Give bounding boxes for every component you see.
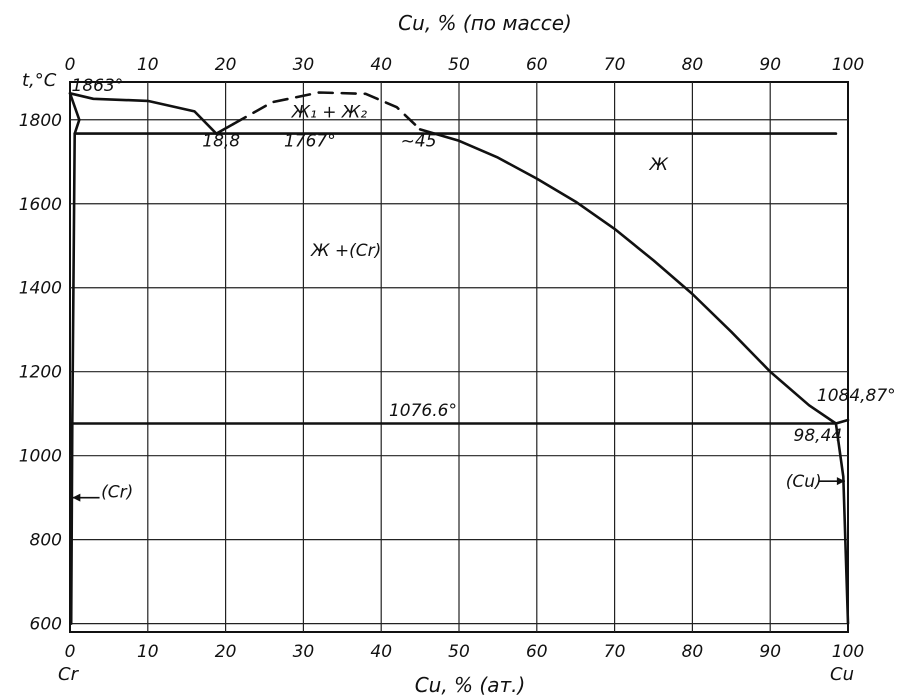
left-end-label: Cr: [58, 664, 80, 685]
annotation-label: 18,8: [202, 132, 240, 152]
top-tick-label: 0: [65, 55, 76, 75]
y-tick-label: 1600: [19, 195, 62, 215]
phase-boundary-4: [418, 128, 838, 425]
bottom-tick-label: 40: [370, 642, 392, 662]
y-axis-label: t,°C: [22, 70, 57, 91]
top-tick-label: 10: [137, 55, 159, 75]
top-axis-label: Cu, % (по массе): [398, 11, 572, 35]
bottom-tick-label: 10: [137, 642, 159, 662]
curve-layer: [68, 91, 850, 625]
top-tick-label: 100: [832, 55, 864, 75]
top-tick-label: 70: [604, 55, 626, 75]
y-tick-label: 600: [30, 615, 62, 635]
top-tick-label: 80: [682, 55, 704, 75]
bottom-axis-label: Cu, % (ат.): [415, 673, 526, 697]
phase-boundary-5: [834, 418, 850, 425]
y-tick-label: 1800: [19, 111, 62, 131]
phase-boundary-2: [215, 122, 235, 135]
annotation-label: 1084,87°: [817, 386, 896, 406]
annotation-label: Ж: [649, 155, 669, 175]
top-tick-label: 30: [293, 55, 315, 75]
y-tick-label: 1000: [19, 447, 62, 467]
annotation-label: (Cr): [101, 483, 133, 503]
annotation-label: Ж₁ + Ж₂: [291, 103, 367, 123]
annotation-label: 1863°: [72, 76, 124, 96]
bottom-tick-label: 70: [604, 642, 626, 662]
bottom-tick-label: 90: [759, 642, 781, 662]
bottom-tick-label: 80: [682, 642, 704, 662]
phase-boundary-8: [68, 92, 81, 625]
annotation-label: 1076.6°: [389, 401, 457, 421]
y-tick-label: 1400: [19, 279, 62, 299]
bottom-tick-label: 20: [215, 642, 237, 662]
y-tick-label: 800: [30, 531, 62, 551]
bottom-tick-label: 50: [448, 642, 470, 662]
cr-arrowhead-icon: [72, 493, 81, 502]
y-tick-label: 1200: [19, 363, 62, 383]
annotation-label: (Cu): [786, 472, 822, 492]
top-tick-label: 60: [526, 55, 548, 75]
bottom-tick-label: 0: [65, 642, 76, 662]
grid-layer: 0 10 20 30 40 50 60 70 80 90 1000 10 20 30 40 50 60 70 80 9…: [19, 55, 864, 662]
bottom-tick-label: 100: [832, 642, 864, 662]
label-layer: 1863° Ж₁ + Ж₂ 18,8 1767° ~45 Ж Ж +(Cr) 1076.6° 1…: [72, 76, 896, 502]
bottom-tick-label: 60: [526, 642, 548, 662]
bottom-tick-label: 30: [293, 642, 315, 662]
annotation-label: Ж +(Cr): [310, 241, 381, 261]
right-end-label: Cu: [830, 664, 854, 685]
top-tick-label: 50: [448, 55, 470, 75]
phase-boundary-9: [834, 422, 850, 625]
phase-boundary-1: [68, 92, 218, 135]
top-tick-label: 20: [215, 55, 237, 75]
annotation-label: 1767°: [284, 132, 336, 152]
top-tick-label: 90: [759, 55, 781, 75]
annotation-label: 98,44: [794, 426, 843, 446]
top-tick-label: 40: [370, 55, 392, 75]
annotation-label: ~45: [401, 132, 437, 152]
phase-boundary-3: [232, 91, 422, 131]
cu-arrowhead-icon: [836, 477, 845, 486]
